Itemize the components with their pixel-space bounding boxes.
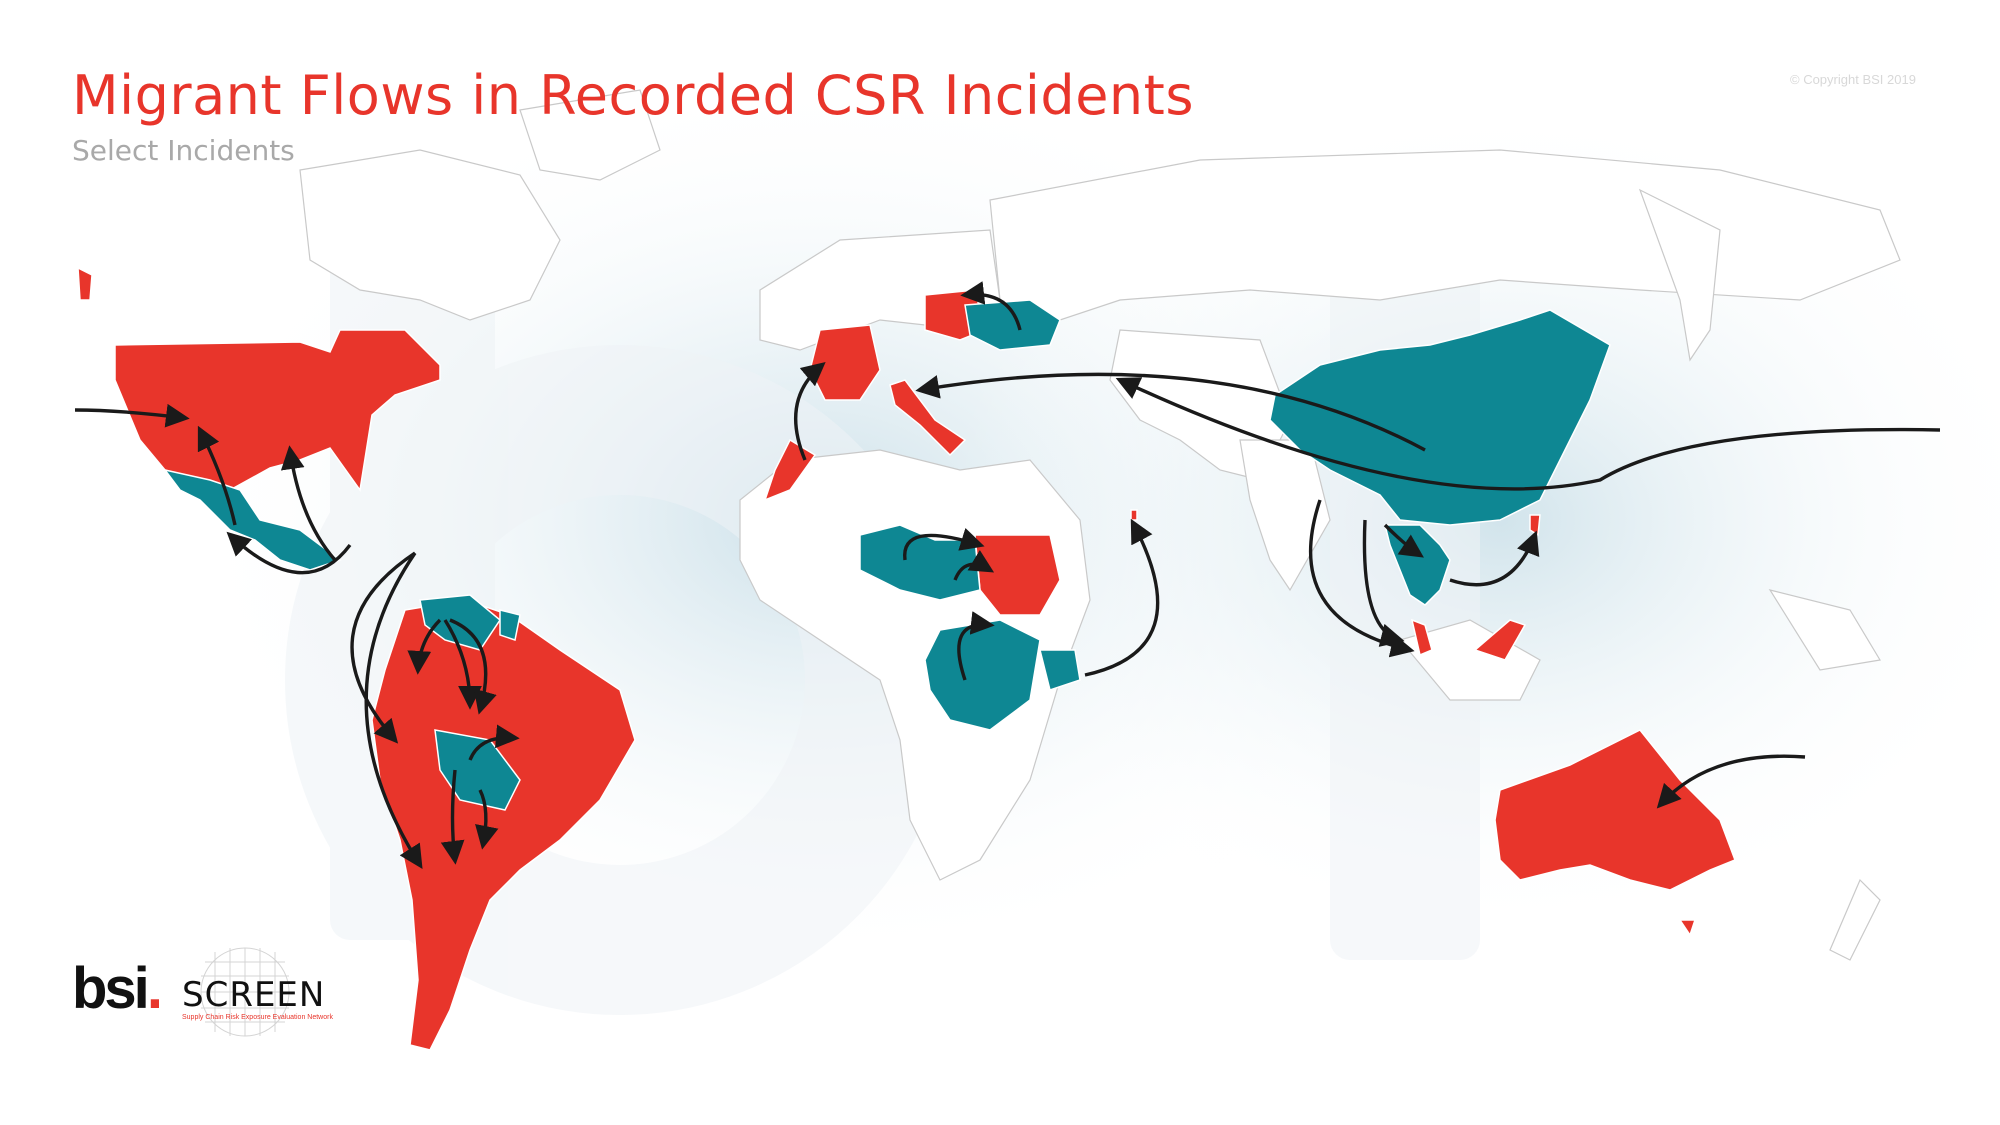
car-drc (924, 619, 1041, 731)
china (1269, 309, 1611, 526)
flow-arrow (957, 611, 995, 681)
flow-arrow (407, 618, 442, 675)
flow-arrow (1383, 523, 1424, 558)
tasmania (1678, 919, 1697, 937)
flow-arrow (440, 769, 465, 865)
migration-flows (74, 281, 1941, 870)
australia (1494, 729, 1736, 891)
flow-arrow (1084, 518, 1160, 677)
bsi-logo: bsi. (72, 955, 163, 1022)
flow-arrow (443, 619, 482, 710)
bsi-logo-text: bsi (72, 956, 150, 1021)
screen-logo-text: SCREEN (182, 975, 326, 1015)
page-title: Migrant Flows in Recorded CSR Incidents (72, 64, 1194, 127)
flow-arrow (280, 445, 337, 562)
bsi-logo-dot: . (146, 956, 163, 1021)
mexico (163, 468, 342, 571)
flow-arrow (915, 372, 1426, 452)
screen-grid-logo (200, 947, 290, 1037)
flow-arrow (1656, 754, 1806, 809)
alaska-tip (77, 266, 93, 301)
flow-arrow (364, 552, 423, 870)
italy (889, 379, 967, 457)
flow-arrow (903, 527, 985, 561)
flow-arrow (449, 618, 497, 715)
flow-arrow (197, 425, 237, 526)
qatar (1130, 509, 1138, 521)
flow-arrow (350, 551, 416, 744)
flow-arrow (793, 361, 826, 461)
copyright-notice: © Copyright BSI 2019 (1790, 72, 1916, 87)
page-subtitle: Select Incidents (72, 134, 295, 167)
flow-arrow (960, 281, 1022, 331)
flow-arrow (1449, 530, 1540, 587)
flow-arrow (1362, 519, 1405, 647)
malaysia-east (1473, 619, 1527, 661)
flow-arrow (468, 724, 520, 761)
screen-tagline: Supply Chain Risk Exposure Evaluation Ne… (182, 1014, 333, 1021)
malaysia-pen (1410, 618, 1433, 657)
flow-arrow (475, 789, 499, 850)
guyana (499, 609, 521, 641)
flow-arrow (226, 531, 352, 575)
origin-countries (163, 299, 1611, 811)
flow-arrow (953, 550, 995, 581)
south-america (371, 599, 636, 1051)
flow-arrow (1115, 377, 1941, 491)
ukraine (964, 299, 1061, 351)
flow-arrow (74, 403, 190, 428)
uganda-kenya (1039, 649, 1081, 691)
niger-chad (859, 524, 981, 601)
